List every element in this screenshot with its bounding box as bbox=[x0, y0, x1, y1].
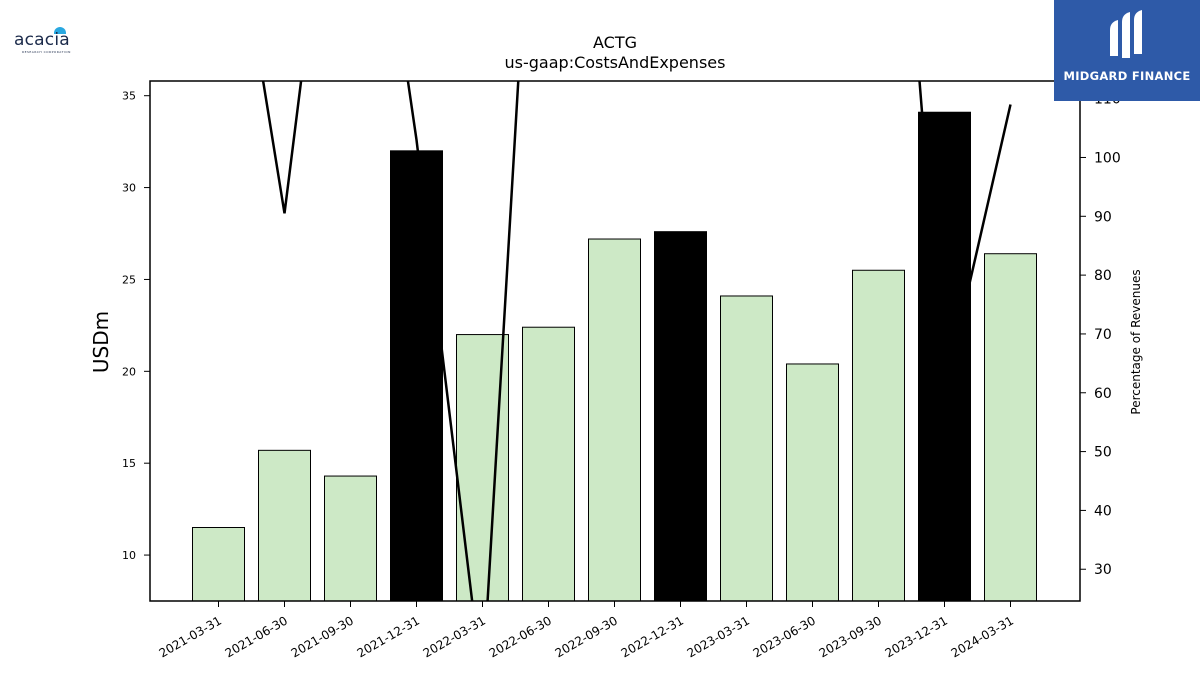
bar bbox=[786, 363, 839, 601]
chart-title: ACTG bbox=[593, 33, 637, 52]
bar bbox=[918, 111, 971, 601]
y-tick-label: 15 bbox=[122, 457, 136, 470]
bar bbox=[258, 449, 311, 601]
x-tick-label: 2021-03-31 bbox=[157, 613, 224, 660]
x-tick-label: 2022-06-30 bbox=[487, 613, 554, 660]
y-tick-label: 30 bbox=[122, 182, 136, 195]
x-tick-label: 2021-09-30 bbox=[289, 613, 356, 660]
bar bbox=[522, 326, 575, 601]
bar bbox=[390, 150, 443, 601]
x-tick-label: 2022-03-31 bbox=[421, 613, 488, 660]
acacia-logo-mark bbox=[54, 27, 66, 34]
y-tick-label: 20 bbox=[122, 365, 136, 378]
y2-tick-label: 80 bbox=[1094, 268, 1112, 284]
x-tick-label: 2021-12-31 bbox=[355, 613, 422, 660]
x-tick-label: 2023-03-31 bbox=[685, 613, 752, 660]
midgard-logo-icon bbox=[1110, 10, 1142, 58]
x-tick-label: 2023-09-30 bbox=[817, 613, 884, 660]
acacia-logo-text: acacia bbox=[14, 30, 70, 50]
y-axis-right: 30405060708090100110 bbox=[1080, 92, 1121, 578]
x-tick-label: 2022-09-30 bbox=[553, 613, 620, 660]
y2-tick-label: 40 bbox=[1094, 503, 1112, 519]
y-axis-label: USDm bbox=[89, 311, 113, 373]
y2-axis-label: Percentage of Revenues bbox=[1129, 269, 1143, 414]
acacia-logo-subtext: RESEARCH CORPORATION bbox=[22, 50, 71, 54]
y-tick-label: 25 bbox=[122, 273, 136, 286]
y2-tick-label: 60 bbox=[1094, 386, 1112, 402]
acacia-logo: acacia RESEARCH CORPORATION bbox=[14, 26, 78, 58]
bars-group bbox=[192, 111, 1037, 601]
bar bbox=[192, 527, 245, 601]
x-tick-label: 2023-06-30 bbox=[751, 613, 818, 660]
y2-tick-label: 30 bbox=[1094, 562, 1112, 578]
chart-subtitle: us-gaap:CostsAndExpenses bbox=[505, 53, 726, 72]
y2-tick-label: 70 bbox=[1094, 327, 1112, 343]
x-axis: 2021-03-312021-06-302021-09-302021-12-31… bbox=[157, 601, 1016, 660]
y-tick-label: 35 bbox=[122, 90, 136, 103]
x-tick-label: 2021-06-30 bbox=[223, 613, 290, 660]
x-tick-label: 2022-12-31 bbox=[619, 613, 686, 660]
x-tick-label: 2023-12-31 bbox=[883, 613, 950, 660]
bar bbox=[324, 475, 377, 601]
x-tick-label: 2024-03-31 bbox=[949, 613, 1016, 660]
y-tick-label: 10 bbox=[122, 549, 136, 562]
midgard-logo-text: MIDGARD FINANCE bbox=[1063, 69, 1191, 83]
y2-tick-label: 90 bbox=[1094, 209, 1112, 225]
bar bbox=[588, 238, 641, 601]
midgard-finance-logo: MIDGARD FINANCE bbox=[1054, 0, 1200, 101]
y2-tick-label: 100 bbox=[1094, 150, 1121, 166]
bar bbox=[984, 253, 1037, 601]
bar bbox=[852, 269, 905, 601]
bar bbox=[654, 231, 707, 601]
bar bbox=[720, 295, 773, 601]
y2-tick-label: 50 bbox=[1094, 445, 1112, 461]
y-axis-left: 10 15 20 25 30 35 bbox=[122, 90, 150, 562]
